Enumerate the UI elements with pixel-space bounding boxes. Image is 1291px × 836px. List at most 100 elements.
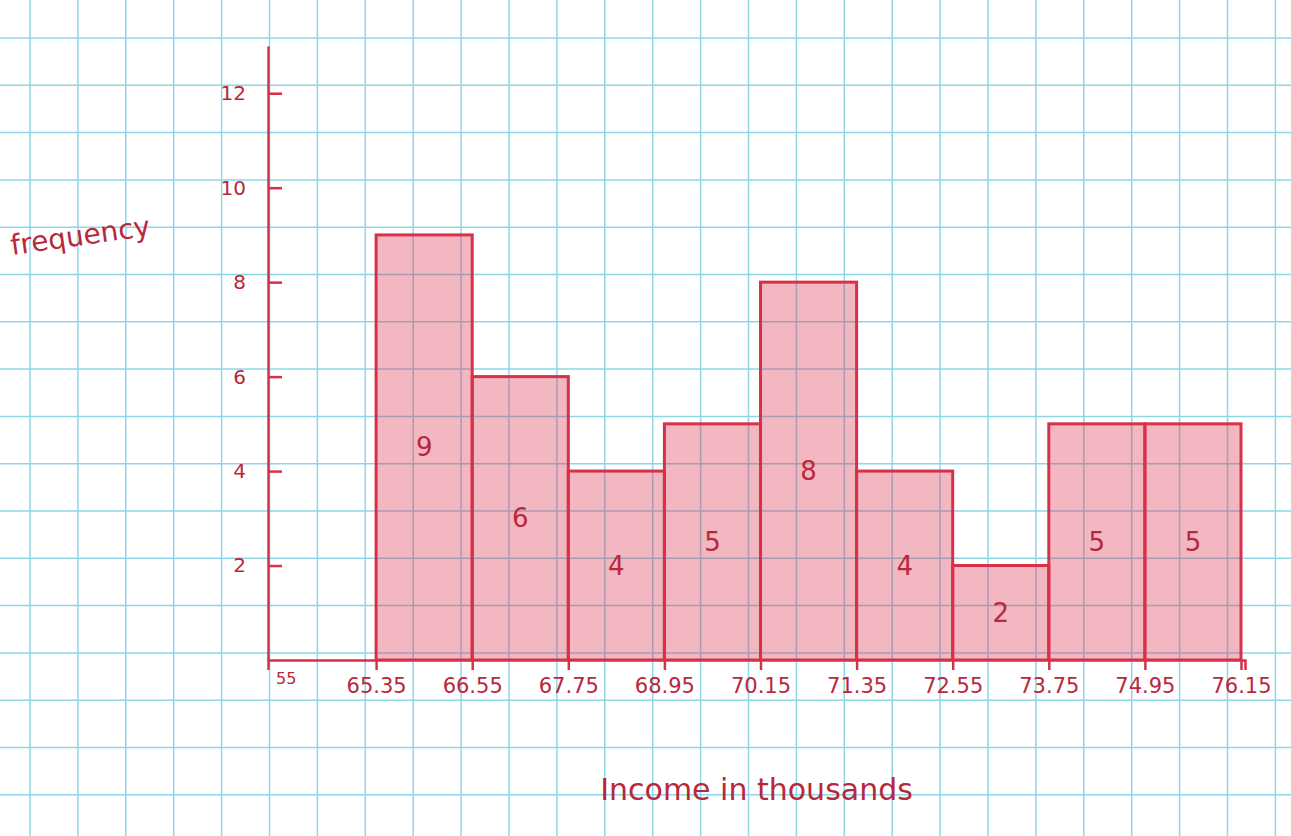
- paper-line: [604, 0, 606, 836]
- paper-line: [365, 0, 367, 836]
- y-axis-title: frequency: [8, 210, 152, 262]
- y-tick: 4: [233, 459, 282, 483]
- data-label: 6: [512, 503, 529, 533]
- paper-line: [1179, 0, 1181, 836]
- chart: 65.3566.5567.7568.9570.1571.3572.5573.75…: [0, 0, 1291, 836]
- paper-line: [173, 0, 175, 836]
- x-tick-mark: [760, 660, 763, 670]
- bar: [761, 282, 857, 660]
- paper-line: [0, 85, 1291, 87]
- paper-line: [1083, 0, 1085, 836]
- bar: [568, 471, 664, 660]
- y-tick: 10: [221, 176, 282, 200]
- x-tick-label: 74.95: [1115, 674, 1175, 698]
- paper-line: [0, 321, 1291, 323]
- paper-line: [1275, 0, 1277, 836]
- paper-line: [748, 0, 750, 836]
- y-tick: 8: [233, 270, 282, 294]
- paper-line: [125, 0, 127, 836]
- paper-line: [0, 368, 1291, 370]
- bar: [376, 235, 472, 660]
- bar: [857, 471, 953, 660]
- x-tick-mark: [1144, 660, 1147, 670]
- x-tick: 67.75: [539, 660, 599, 698]
- x-tick: 76.15: [1211, 660, 1271, 698]
- x-tick-mark: [952, 660, 955, 670]
- y-tick-mark: [268, 187, 282, 190]
- y-tick-mark: [268, 92, 282, 95]
- x-tick-label: 73.75: [1019, 674, 1079, 698]
- y-axis: 2 4 6 8 10 12: [221, 47, 282, 661]
- paper-line: [939, 0, 941, 836]
- data-label: 5: [704, 527, 721, 557]
- bar: [472, 377, 568, 660]
- x-tick: 72.55: [923, 660, 983, 698]
- paper-line: [1227, 0, 1229, 836]
- paper-line: [891, 0, 893, 836]
- x-tick: 66.55: [443, 660, 503, 698]
- paper-line: [0, 699, 1291, 701]
- x-axis: 65.3566.5567.7568.9570.1571.3572.5573.75…: [269, 660, 1272, 698]
- paper-line: [77, 0, 79, 836]
- y-tick-label: 2: [233, 553, 246, 577]
- paper-line: [700, 0, 702, 836]
- y-tick-label: 10: [221, 176, 246, 200]
- paper-line: [987, 0, 989, 836]
- bar: [953, 566, 1049, 660]
- x-tick-mark: [856, 660, 859, 670]
- bar: [1049, 424, 1145, 660]
- y-tick-label: 6: [233, 365, 246, 389]
- x-tick: 74.95: [1115, 660, 1175, 698]
- x-tick: 68.95: [635, 660, 695, 698]
- paper-line: [0, 179, 1291, 181]
- y-tick-mark: [268, 281, 282, 284]
- x-tick-mark: [375, 660, 378, 670]
- annotation: 55: [276, 669, 296, 688]
- y-tick: 12: [221, 81, 282, 105]
- x-tick: 71.35: [827, 660, 887, 698]
- y-tick-mark: [268, 376, 282, 379]
- x-tick-mark: [1240, 660, 1243, 670]
- x-tick-mark: [471, 660, 474, 670]
- x-tick-label: 76.15: [1211, 674, 1271, 698]
- data-label: 8: [800, 456, 817, 486]
- x-tick: 70.15: [731, 660, 791, 698]
- x-tick-label: 68.95: [635, 674, 695, 698]
- x-tick-label: 71.35: [827, 674, 887, 698]
- paper-line: [652, 0, 654, 836]
- paper-line: [317, 0, 319, 836]
- y-tick: 6: [233, 365, 282, 389]
- y-tick-mark: [268, 470, 282, 473]
- y-axis-line: [267, 47, 270, 661]
- paper-line: [0, 132, 1291, 134]
- data-label: 4: [608, 551, 625, 581]
- x-tick-mark: [1048, 660, 1051, 670]
- paper-line: [269, 0, 271, 836]
- x-axis-line: [269, 661, 1246, 671]
- paper-line: [1131, 0, 1133, 836]
- paper-line: [0, 274, 1291, 276]
- paper-line: [0, 37, 1291, 39]
- x-tick-mark: [568, 660, 571, 670]
- y-tick-label: 8: [233, 270, 246, 294]
- x-tick-label: 67.75: [539, 674, 599, 698]
- data-labels: 9 6 4 5 8 4 2 5 5: [416, 432, 1201, 627]
- paper-grid: [0, 0, 1291, 836]
- y-tick-mark: [268, 565, 282, 568]
- paper-line: [1035, 0, 1037, 836]
- x-axis-title: Income in thousands: [600, 772, 913, 807]
- x-tick-label: 70.15: [731, 674, 791, 698]
- data-label: 5: [1185, 527, 1202, 557]
- y-tick: 2: [233, 553, 282, 577]
- bar: [1145, 424, 1241, 660]
- x-tick-label: 66.55: [443, 674, 503, 698]
- data-label: 9: [416, 432, 433, 462]
- data-label: 5: [1089, 527, 1106, 557]
- paper-line: [29, 0, 31, 836]
- data-label: 4: [896, 551, 913, 581]
- y-tick-label: 12: [221, 81, 246, 105]
- bars: [376, 235, 1241, 660]
- data-label: 2: [992, 598, 1009, 628]
- paper-line: [0, 226, 1291, 228]
- bar: [664, 424, 760, 660]
